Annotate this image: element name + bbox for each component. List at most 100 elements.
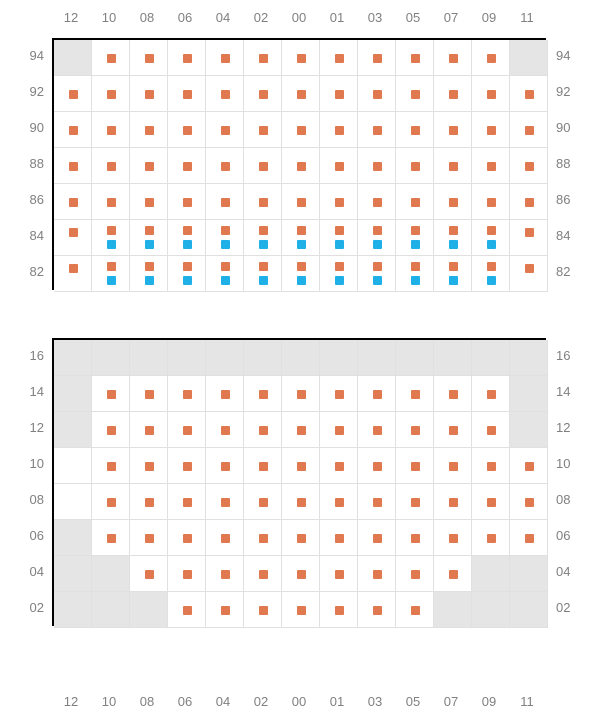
- seat-marker-orange[interactable]: [145, 126, 154, 135]
- seat-marker-orange[interactable]: [487, 126, 496, 135]
- seat-marker-orange[interactable]: [183, 462, 192, 471]
- seat-marker-orange[interactable]: [145, 262, 154, 271]
- seat-marker-orange[interactable]: [297, 534, 306, 543]
- seat-marker-orange[interactable]: [259, 606, 268, 615]
- seat-marker-orange[interactable]: [411, 426, 420, 435]
- seat-marker-orange[interactable]: [373, 262, 382, 271]
- seat-marker-orange[interactable]: [221, 498, 230, 507]
- seat-marker-orange[interactable]: [449, 390, 458, 399]
- seat-marker-orange[interactable]: [335, 390, 344, 399]
- seat-marker-orange[interactable]: [145, 90, 154, 99]
- seat-marker-orange[interactable]: [259, 90, 268, 99]
- seat-marker-orange[interactable]: [487, 426, 496, 435]
- seat-marker-orange[interactable]: [373, 54, 382, 63]
- seat-marker-blue[interactable]: [487, 276, 496, 285]
- seat-marker-orange[interactable]: [297, 54, 306, 63]
- seat-marker-orange[interactable]: [335, 498, 344, 507]
- seat-marker-orange[interactable]: [183, 606, 192, 615]
- seat-marker-orange[interactable]: [487, 262, 496, 271]
- seat-marker-orange[interactable]: [373, 462, 382, 471]
- seat-marker-blue[interactable]: [259, 276, 268, 285]
- seat-cell[interactable]: [510, 256, 548, 292]
- seat-marker-orange[interactable]: [107, 462, 116, 471]
- seat-marker-orange[interactable]: [107, 390, 116, 399]
- seat-marker-orange[interactable]: [221, 90, 230, 99]
- seat-marker-orange[interactable]: [487, 226, 496, 235]
- seat-marker-orange[interactable]: [411, 226, 420, 235]
- seat-marker-orange[interactable]: [183, 198, 192, 207]
- seat-marker-orange[interactable]: [259, 226, 268, 235]
- seat-marker-orange[interactable]: [449, 162, 458, 171]
- seat-marker-orange[interactable]: [297, 162, 306, 171]
- seat-marker-orange[interactable]: [411, 198, 420, 207]
- seat-marker-orange[interactable]: [411, 462, 420, 471]
- seat-cell[interactable]: [510, 220, 548, 256]
- seat-marker-orange[interactable]: [259, 262, 268, 271]
- seat-marker-orange[interactable]: [297, 606, 306, 615]
- seat-marker-blue[interactable]: [107, 276, 116, 285]
- seat-marker-orange[interactable]: [449, 262, 458, 271]
- seat-marker-orange[interactable]: [449, 90, 458, 99]
- seat-marker-orange[interactable]: [487, 534, 496, 543]
- seat-marker-orange[interactable]: [449, 570, 458, 579]
- seat-marker-orange[interactable]: [525, 162, 534, 171]
- seat-marker-orange[interactable]: [221, 606, 230, 615]
- seat-marker-blue[interactable]: [335, 240, 344, 249]
- seat-marker-blue[interactable]: [183, 276, 192, 285]
- seat-marker-orange[interactable]: [335, 90, 344, 99]
- seat-marker-blue[interactable]: [221, 276, 230, 285]
- seat-marker-orange[interactable]: [373, 498, 382, 507]
- seat-marker-blue[interactable]: [107, 240, 116, 249]
- seat-marker-orange[interactable]: [449, 534, 458, 543]
- seat-marker-orange[interactable]: [449, 198, 458, 207]
- seat-marker-orange[interactable]: [335, 162, 344, 171]
- seat-marker-orange[interactable]: [525, 126, 534, 135]
- seat-marker-orange[interactable]: [449, 226, 458, 235]
- seat-marker-orange[interactable]: [107, 226, 116, 235]
- seat-marker-orange[interactable]: [221, 426, 230, 435]
- seat-marker-orange[interactable]: [373, 426, 382, 435]
- seat-marker-orange[interactable]: [487, 462, 496, 471]
- seat-marker-orange[interactable]: [145, 462, 154, 471]
- seat-marker-orange[interactable]: [373, 90, 382, 99]
- seat-cell[interactable]: [54, 256, 92, 292]
- seat-marker-orange[interactable]: [221, 198, 230, 207]
- seat-marker-orange[interactable]: [145, 198, 154, 207]
- seat-marker-orange[interactable]: [183, 262, 192, 271]
- seat-marker-orange[interactable]: [373, 534, 382, 543]
- seat-marker-orange[interactable]: [183, 534, 192, 543]
- seat-marker-orange[interactable]: [297, 226, 306, 235]
- seat-marker-orange[interactable]: [145, 534, 154, 543]
- seat-marker-orange[interactable]: [411, 498, 420, 507]
- seat-marker-orange[interactable]: [335, 534, 344, 543]
- seat-marker-blue[interactable]: [183, 240, 192, 249]
- seat-marker-orange[interactable]: [107, 262, 116, 271]
- seat-marker-orange[interactable]: [69, 162, 78, 171]
- seat-marker-orange[interactable]: [183, 390, 192, 399]
- seat-marker-orange[interactable]: [487, 390, 496, 399]
- seat-marker-orange[interactable]: [221, 126, 230, 135]
- seat-marker-orange[interactable]: [221, 54, 230, 63]
- seat-marker-blue[interactable]: [259, 240, 268, 249]
- seat-marker-orange[interactable]: [411, 126, 420, 135]
- seat-marker-orange[interactable]: [259, 498, 268, 507]
- seat-marker-orange[interactable]: [259, 54, 268, 63]
- seat-marker-orange[interactable]: [145, 226, 154, 235]
- seat-marker-orange[interactable]: [297, 262, 306, 271]
- seat-marker-orange[interactable]: [449, 498, 458, 507]
- seat-marker-orange[interactable]: [297, 570, 306, 579]
- seat-marker-orange[interactable]: [449, 126, 458, 135]
- seat-marker-orange[interactable]: [221, 162, 230, 171]
- seat-marker-orange[interactable]: [259, 198, 268, 207]
- seat-marker-orange[interactable]: [107, 498, 116, 507]
- seat-marker-orange[interactable]: [373, 126, 382, 135]
- seat-cell[interactable]: [54, 220, 92, 256]
- seat-marker-orange[interactable]: [411, 90, 420, 99]
- seat-marker-orange[interactable]: [487, 162, 496, 171]
- seat-marker-orange[interactable]: [487, 198, 496, 207]
- seat-marker-orange[interactable]: [335, 198, 344, 207]
- seat-marker-orange[interactable]: [411, 162, 420, 171]
- seat-marker-orange[interactable]: [259, 426, 268, 435]
- seat-marker-orange[interactable]: [373, 226, 382, 235]
- seat-marker-orange[interactable]: [297, 90, 306, 99]
